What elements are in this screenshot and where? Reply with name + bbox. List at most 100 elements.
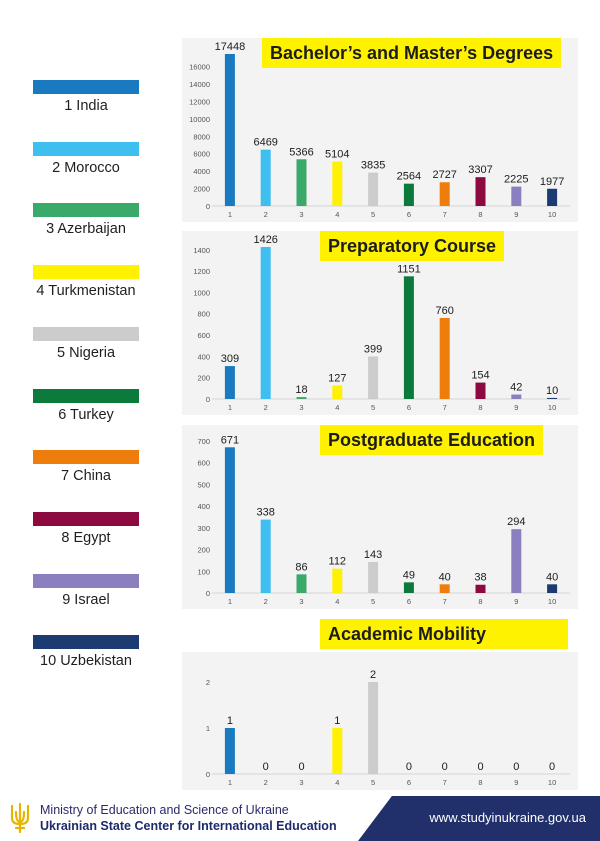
x-tick-label: 5 [371,210,375,219]
bar [368,682,379,774]
x-tick-label: 4 [335,403,339,412]
legend-item: 5 Nigeria [30,326,142,361]
data-label: 42 [510,382,522,394]
chart-panel-postgraduate: 0 100 200 300 400 500 600 700 671 1 338 2 86 3 112 4 143… [182,425,578,609]
x-tick-label: 3 [299,210,303,219]
data-label: 49 [403,569,415,581]
x-tick-label: 3 [299,597,303,606]
bar [403,183,414,206]
data-label: 0 [263,761,269,773]
bar [547,397,558,399]
x-tick-label: 5 [371,597,375,606]
bar [475,177,486,206]
legend-swatch [33,203,139,218]
x-tick-label: 10 [548,210,556,219]
x-tick-label: 7 [443,403,447,412]
chart-title-bachelor-master: Bachelor’s and Master’s Degrees [262,38,562,68]
data-label: 309 [221,353,239,365]
data-label: 10 [546,385,558,397]
bar [260,149,271,206]
bar [332,161,343,206]
data-label: 0 [442,761,448,773]
bar [332,568,343,593]
x-tick-label: 7 [443,210,447,219]
legend-swatch [33,265,139,280]
bar [296,574,307,593]
x-tick-label: 10 [548,778,556,787]
data-label: 2564 [397,171,421,183]
data-label: 1 [334,715,340,727]
data-label: 154 [471,370,489,382]
legend-label: 1 India [64,98,108,114]
y-tick-label: 200 [197,374,210,383]
center-name: Ukrainian State Center for International… [40,819,337,833]
y-tick-label: 1400 [193,246,210,255]
y-tick-label: 600 [197,331,210,340]
data-label: 1977 [540,176,564,188]
bar [224,728,235,774]
bar [332,728,343,774]
x-tick-label: 8 [478,210,482,219]
bar [296,159,307,206]
x-tick-label: 5 [371,403,375,412]
chart-panel-bachelor-master: 0 2000 4000 6000 8000 10000 12000 14000 16000 174… [182,38,578,222]
data-label: 760 [436,305,454,317]
footer: Ministry of Education and Science of Ukr… [0,796,600,841]
x-tick-label: 1 [228,597,232,606]
y-tick-label: 1 [206,724,210,733]
y-tick-label: 100 [197,567,210,576]
x-tick-label: 7 [443,778,447,787]
y-tick-label: 200 [197,546,210,555]
legend-swatch [33,573,139,588]
x-tick-label: 4 [335,597,339,606]
y-tick-label: 700 [197,437,210,446]
footer-branding: Ministry of Education and Science of Ukr… [8,802,337,834]
x-tick-label: 3 [299,403,303,412]
x-tick-label: 10 [548,597,556,606]
bar [511,394,522,399]
x-tick-label: 8 [478,778,482,787]
x-tick-label: 9 [514,778,518,787]
footer-url-band: www.studyinukraine.gov.ua [358,796,600,841]
y-tick-label: 14000 [189,80,210,89]
x-tick-label: 1 [228,403,232,412]
data-label: 6469 [253,137,277,149]
y-tick-label: 8000 [193,132,210,141]
legend-item: 9 Israel [30,573,142,608]
data-label: 112 [329,556,347,568]
legend-item: 3 Azerbaijan [30,203,142,237]
legend-item: 2 Morocco [30,141,142,176]
data-label: 143 [364,549,382,561]
data-label: 18 [295,384,307,396]
data-label: 2727 [432,169,456,181]
data-label: 294 [507,516,525,528]
legend-label: 7 China [61,468,111,485]
data-label: 40 [439,571,451,583]
bar [224,447,235,593]
y-tick-label: 4000 [193,167,210,176]
data-label: 1151 [397,263,421,275]
bar [260,247,271,399]
bar [439,317,450,399]
legend-item: 6 Turkey [30,388,142,423]
x-tick-label: 8 [478,403,482,412]
data-label: 2225 [504,174,528,186]
bar [511,186,522,206]
website-link[interactable]: www.studyinukraine.gov.ua [429,810,586,825]
chart-panel-preparatory: 0 200 400 600 800 1000 1200 1400 309 1 1426 2 18 3 127… [182,231,578,415]
legend-label: 8 Egypt [61,529,111,546]
data-label: 1 [227,715,233,727]
legend-label: 5 Nigeria [56,344,116,361]
chart-title-preparatory: Preparatory Course [320,231,505,261]
y-tick-label: 0 [206,395,210,404]
x-tick-label: 4 [335,210,339,219]
x-tick-label: 1 [228,778,232,787]
x-tick-label: 6 [407,403,411,412]
y-tick-label: 0 [206,202,210,211]
bar [511,529,522,593]
y-tick-label: 12000 [189,97,210,106]
x-tick-label: 6 [407,778,411,787]
legend-swatch [33,450,139,465]
legend-swatch [33,141,139,156]
